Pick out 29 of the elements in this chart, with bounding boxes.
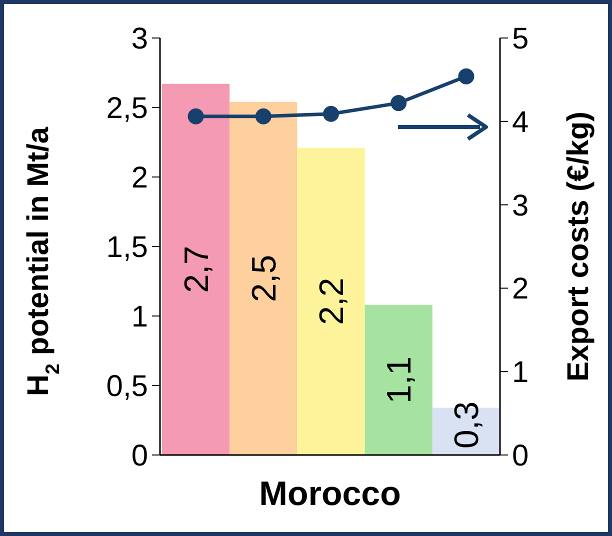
y2-tick-label: 3 [512,189,529,222]
y-tick-label: 0 [131,440,148,472]
data-label: 1,1 [380,356,419,404]
y-tick-label: 0,5 [106,370,148,403]
bar [230,102,298,455]
point [188,108,204,124]
bar [364,304,432,455]
y-tick-label: 2,5 [106,92,148,125]
y-tick-label: 1,5 [106,231,148,264]
data-label: 2,7 [178,246,216,294]
point [390,95,407,112]
data-label: 2,2 [313,278,351,326]
point [255,108,272,124]
x-axis-title: Morocco [259,475,401,513]
y-tick-label: 1 [131,300,148,334]
point [323,106,339,122]
y2-tick-label: 5 [512,22,529,56]
data-label: 0,3 [448,401,486,449]
y-tick-label: 3 [131,22,148,56]
y2-axis-title: Export costs (€/kg) [562,111,595,382]
y2-tick-label: 4 [512,106,529,139]
bar [297,148,365,455]
bar [162,84,230,455]
data-label: 2,5 [245,254,284,302]
y-tick-label: 2 [131,162,148,194]
point [458,68,474,84]
y2-tick-label: 0 [512,440,529,472]
y2-tick-label: 2 [512,272,529,306]
y2-tick-label: 1 [512,356,529,390]
